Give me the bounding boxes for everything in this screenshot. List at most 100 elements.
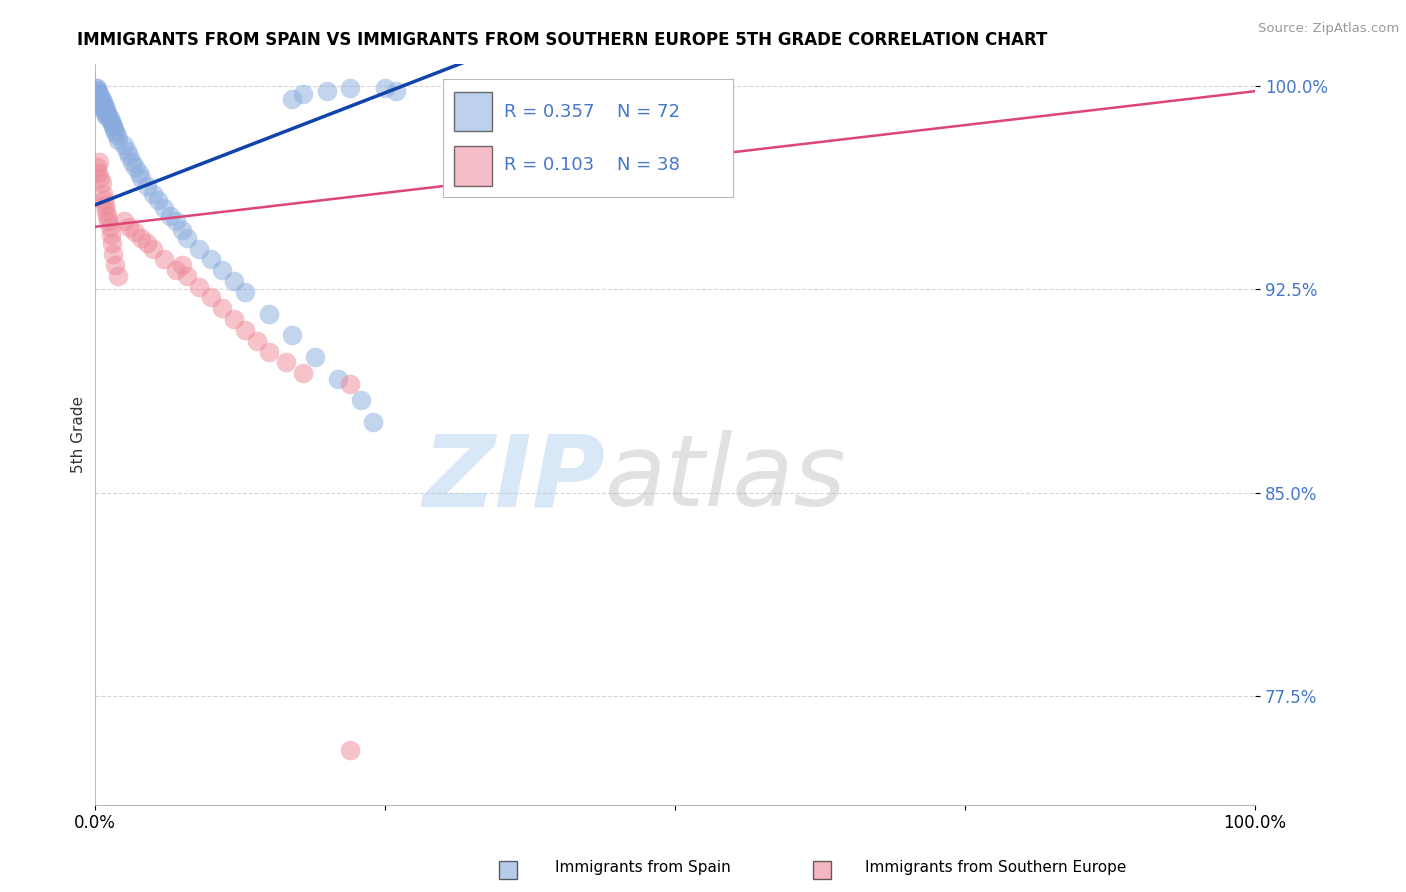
Text: ZIP: ZIP bbox=[422, 430, 605, 527]
Point bbox=[328, 372, 350, 386]
Point bbox=[339, 81, 361, 95]
Point bbox=[89, 154, 111, 169]
Point bbox=[350, 393, 373, 408]
Point bbox=[94, 198, 117, 212]
Point bbox=[93, 103, 115, 118]
Point bbox=[84, 81, 107, 95]
Point bbox=[96, 109, 118, 123]
Point bbox=[281, 328, 304, 343]
Point bbox=[148, 193, 170, 207]
Point bbox=[235, 285, 257, 299]
Point bbox=[89, 95, 111, 109]
Point bbox=[385, 84, 408, 98]
Point bbox=[222, 274, 245, 288]
Point bbox=[112, 138, 135, 153]
Point bbox=[86, 87, 108, 101]
Y-axis label: 5th Grade: 5th Grade bbox=[72, 396, 86, 473]
Point bbox=[176, 268, 198, 283]
Point bbox=[159, 209, 181, 223]
Point bbox=[94, 100, 117, 114]
Point bbox=[101, 120, 124, 134]
Point bbox=[107, 268, 129, 283]
Point bbox=[91, 100, 114, 114]
Point bbox=[135, 236, 157, 251]
Point bbox=[200, 290, 222, 304]
Point bbox=[100, 227, 122, 242]
Point bbox=[292, 367, 315, 381]
Point bbox=[124, 225, 146, 239]
Point bbox=[142, 187, 165, 202]
Point bbox=[96, 209, 118, 223]
Point bbox=[118, 149, 141, 163]
Point bbox=[292, 87, 315, 101]
Point bbox=[87, 87, 110, 101]
Text: atlas: atlas bbox=[605, 430, 846, 527]
Text: Immigrants from Southern Europe: Immigrants from Southern Europe bbox=[865, 860, 1126, 874]
Point bbox=[87, 89, 110, 103]
Point bbox=[107, 133, 129, 147]
Point bbox=[100, 114, 122, 128]
Text: Source: ZipAtlas.com: Source: ZipAtlas.com bbox=[1258, 22, 1399, 36]
Point bbox=[94, 106, 117, 120]
Point bbox=[374, 81, 396, 95]
Point bbox=[84, 84, 107, 98]
Point bbox=[170, 258, 193, 272]
Point bbox=[89, 87, 111, 101]
Point bbox=[188, 279, 211, 293]
Point bbox=[112, 214, 135, 228]
Point bbox=[315, 84, 337, 98]
Point bbox=[246, 334, 269, 348]
Point bbox=[257, 307, 280, 321]
Point bbox=[165, 214, 187, 228]
Point bbox=[153, 252, 176, 267]
Point bbox=[90, 92, 112, 106]
Point bbox=[89, 95, 111, 109]
Point bbox=[115, 144, 138, 158]
Point bbox=[93, 193, 115, 207]
Point bbox=[274, 355, 297, 369]
Point bbox=[170, 222, 193, 236]
Point bbox=[211, 301, 233, 316]
Point bbox=[87, 92, 110, 106]
Point bbox=[176, 230, 198, 244]
Point bbox=[121, 154, 143, 169]
Point bbox=[281, 92, 304, 106]
Point bbox=[91, 95, 114, 109]
Point bbox=[90, 100, 112, 114]
Point bbox=[87, 165, 110, 179]
Point bbox=[128, 165, 150, 179]
Point bbox=[89, 89, 111, 103]
Point bbox=[86, 89, 108, 103]
Point bbox=[98, 219, 121, 234]
Point bbox=[361, 415, 384, 429]
Point bbox=[96, 103, 118, 118]
Point bbox=[89, 171, 111, 186]
Point bbox=[235, 323, 257, 337]
Point bbox=[118, 219, 141, 234]
Point bbox=[93, 97, 115, 112]
Point bbox=[86, 81, 108, 95]
Point bbox=[90, 97, 112, 112]
Point bbox=[89, 89, 111, 103]
Point bbox=[97, 109, 120, 123]
Point bbox=[153, 201, 176, 215]
Point bbox=[135, 179, 157, 194]
Point bbox=[86, 160, 108, 174]
Point bbox=[339, 743, 361, 757]
Point bbox=[101, 236, 124, 251]
Point bbox=[101, 117, 124, 131]
Point bbox=[142, 242, 165, 256]
Point bbox=[211, 263, 233, 277]
Point bbox=[103, 122, 125, 136]
Point bbox=[304, 350, 326, 364]
Point bbox=[105, 128, 128, 142]
Point bbox=[96, 106, 118, 120]
Point bbox=[98, 112, 121, 126]
Point bbox=[165, 263, 187, 277]
Point bbox=[222, 312, 245, 326]
Point bbox=[91, 187, 114, 202]
Point bbox=[124, 160, 146, 174]
Text: Immigrants from Spain: Immigrants from Spain bbox=[555, 860, 731, 874]
Point bbox=[200, 252, 222, 267]
Point bbox=[101, 247, 124, 261]
